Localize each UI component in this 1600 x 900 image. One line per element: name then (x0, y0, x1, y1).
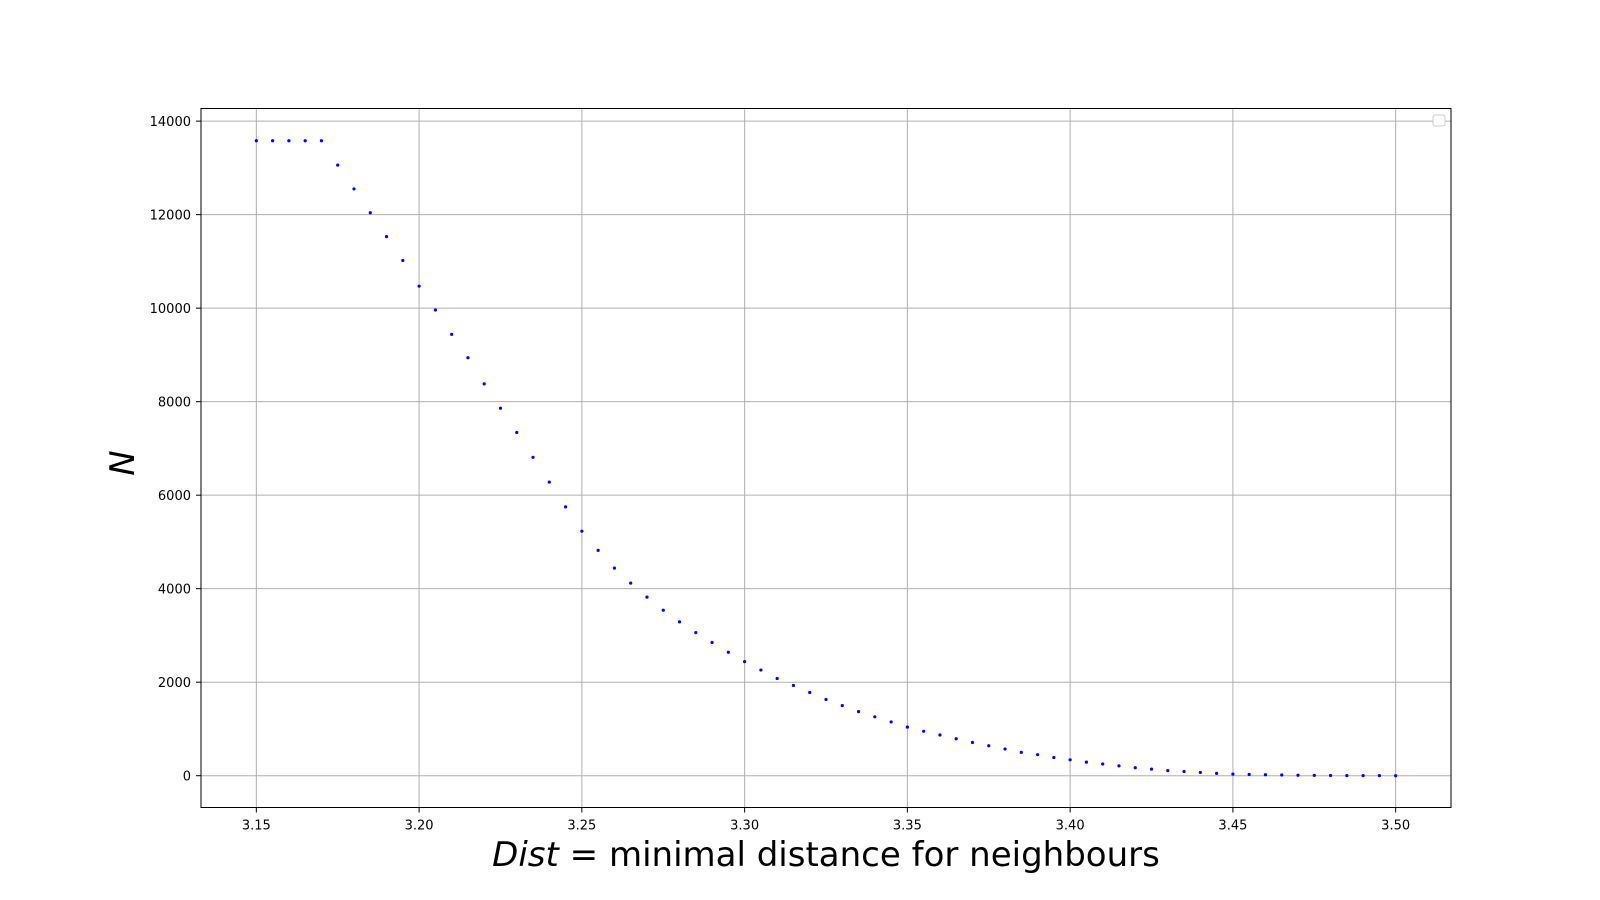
y-tick-label: 6000 (158, 489, 191, 504)
data-point (401, 258, 405, 263)
ticks-layer: 3.15 3.20 3.25 3.30 3.35 3.40 3.45 3.50 0 2000 400… (150, 115, 1410, 833)
data-point (922, 729, 926, 733)
data-point (531, 455, 535, 459)
data-point (1231, 772, 1235, 776)
data-point (1068, 758, 1072, 762)
data-point (840, 703, 844, 708)
data-point (612, 566, 617, 570)
data-point (1117, 764, 1121, 768)
data-point (433, 308, 437, 312)
y-tick-label: 4000 (158, 583, 191, 598)
data-point (1215, 771, 1219, 775)
data-point (1149, 767, 1154, 771)
y-tick-label: 8000 (158, 396, 191, 411)
data-point (824, 697, 828, 702)
data-point (905, 725, 909, 729)
data-point (271, 139, 275, 143)
data-point (743, 660, 747, 664)
plot-frame (200, 108, 1452, 808)
x-tick-label: 3.40 (1056, 819, 1085, 834)
data-point (498, 406, 503, 410)
data-point (1263, 773, 1268, 777)
data-point (694, 631, 698, 635)
data-point (1035, 753, 1040, 757)
data-point (1003, 747, 1007, 751)
x-tick-label: 3.30 (730, 819, 759, 834)
data-point (856, 710, 861, 714)
data-point (1052, 755, 1056, 760)
data-point (1280, 773, 1284, 777)
data-point (563, 505, 568, 509)
data-point (515, 430, 519, 435)
data-point (1133, 766, 1137, 770)
y-axis-title: N (103, 450, 143, 475)
data-point (661, 608, 665, 612)
x-tick-label: 3.20 (405, 819, 434, 834)
data-point (336, 163, 340, 167)
data-point (1345, 773, 1349, 778)
data-point (938, 733, 942, 737)
data-point (287, 139, 291, 143)
data-point (466, 356, 470, 360)
data-point (1101, 762, 1105, 766)
data-point (580, 529, 584, 533)
data-point (482, 382, 486, 386)
data-point (368, 211, 372, 215)
data-point (645, 595, 649, 599)
data-point (759, 668, 763, 672)
data-point (319, 139, 324, 143)
y-tick-label: 0 (183, 770, 191, 785)
y-tick-label: 12000 (150, 209, 191, 224)
data-point (873, 715, 877, 719)
x-axis-title-italic: Dist (492, 835, 560, 875)
x-axis-title-rest: = minimal distance for neighbours (559, 835, 1160, 875)
data-point (1247, 772, 1251, 777)
data-point (1198, 770, 1202, 775)
data-point (1361, 774, 1365, 778)
data-point (629, 581, 633, 585)
data-point (1377, 774, 1381, 778)
data-point (1328, 773, 1333, 778)
data-point (1394, 774, 1398, 778)
grid-layer (201, 108, 1451, 808)
x-tick-label: 3.15 (242, 819, 271, 834)
data-point (1182, 769, 1186, 774)
data-point (352, 187, 356, 191)
data-point (1296, 773, 1300, 777)
x-axis-title: Dist = minimal distance for neighbours (492, 835, 1160, 875)
x-tick-label: 3.50 (1381, 819, 1410, 834)
data-point (808, 690, 812, 695)
data-point (726, 650, 730, 654)
data-point (1019, 750, 1023, 754)
data-point (303, 139, 307, 143)
x-tick-label: 3.25 (567, 819, 596, 834)
data-point (450, 332, 454, 336)
data-point (775, 676, 779, 681)
data-point (1312, 773, 1316, 777)
data-point (954, 737, 958, 741)
data-point (596, 548, 600, 552)
data-point (1166, 768, 1170, 773)
data-point (710, 640, 714, 645)
data-point (970, 740, 975, 745)
y-tick-label: 14000 (150, 115, 191, 130)
data-point (987, 744, 991, 748)
x-tick-label: 3.45 (1218, 819, 1247, 834)
data-point (547, 480, 551, 484)
data-point (889, 720, 893, 724)
y-tick-label: 2000 (158, 676, 191, 691)
data-point (254, 139, 258, 143)
x-tick-label: 3.35 (893, 819, 922, 834)
data-point (1084, 760, 1089, 764)
data-point (384, 235, 389, 239)
data-point (791, 683, 796, 688)
points-layer (254, 139, 1398, 778)
legend-box (1432, 114, 1446, 127)
data-point (677, 620, 682, 624)
y-tick-label: 10000 (150, 302, 191, 317)
data-point (417, 284, 421, 288)
